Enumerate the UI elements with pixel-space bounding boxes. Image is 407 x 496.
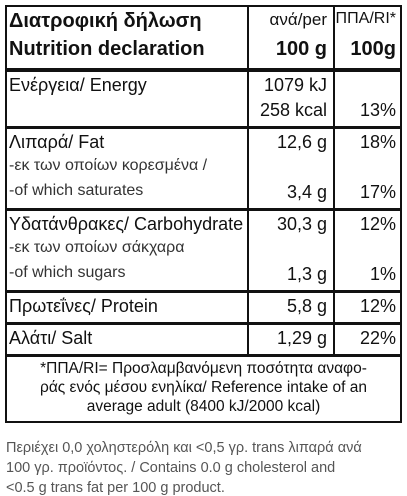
nutrient-label: Πρωτεΐνες/ Protein <box>9 296 158 316</box>
footnote: *ΠΠΑ/RI= Προσλαμβανόμενη ποσότητα αναφο- <box>40 360 367 377</box>
column-line <box>247 72 249 126</box>
title-en: Nutrition declaration <box>9 38 205 60</box>
frame <box>5 5 402 7</box>
nutrient-label: Αλάτι/ Salt <box>9 328 93 348</box>
separator <box>5 68 402 72</box>
frame <box>5 421 402 423</box>
frame <box>5 5 7 423</box>
nutrient-label: Ενέργεια/ Energy <box>9 75 147 95</box>
column-line <box>333 293 335 322</box>
amount: 1,29 g <box>276 328 327 348</box>
amount: 1,3 g <box>286 264 327 284</box>
amount: 5,8 g <box>286 296 327 316</box>
ri-percent: 12% <box>359 214 396 234</box>
column-line <box>333 129 335 208</box>
column-line <box>247 5 249 68</box>
column-line <box>247 129 249 208</box>
column-line <box>333 5 335 68</box>
nutrient-label: Λιπαρά/ Fat <box>9 132 105 152</box>
ri-percent: 17% <box>359 182 396 202</box>
amount: 3,4 g <box>286 182 327 202</box>
sub-label: -εκ των οποίων σάκχαρα <box>9 239 185 256</box>
frame <box>400 5 402 423</box>
per-label: ανά/per <box>269 10 327 29</box>
ri-percent: 1% <box>369 264 396 284</box>
separator <box>5 126 402 129</box>
sub-label: -of which saturates <box>9 182 144 199</box>
ri-percent: 12% <box>359 296 396 316</box>
footnote: ράς ενός μέσου ενηλίκα/ Reference intake… <box>40 379 367 396</box>
ri-percent: 18% <box>359 132 396 152</box>
title-el: Διατροφική δήλωση <box>9 10 202 32</box>
column-line <box>333 325 335 354</box>
note: <0.5 g trans fat per 100 g product. <box>6 480 225 496</box>
ri-label: ΠΠΑ/RI* <box>335 10 396 27</box>
separator <box>5 322 402 325</box>
amount: 1079 kJ <box>263 75 327 95</box>
column-line <box>333 72 335 126</box>
column-line <box>247 211 249 290</box>
ri-percent: 22% <box>359 328 396 348</box>
note: Περιέχει 0,0 χοληστερόλη και <0,5 γρ. tr… <box>6 440 362 456</box>
amount: 258 kcal <box>259 100 327 120</box>
sub-label: -of which sugars <box>9 264 126 281</box>
separator <box>5 290 402 293</box>
separator <box>5 208 402 211</box>
column-line <box>247 293 249 322</box>
amount: 12,6 g <box>276 132 327 152</box>
separator <box>5 354 402 357</box>
sub-label: -εκ των οποίων κορεσμένα / <box>9 157 208 174</box>
note: 100 γρ. προϊόντος. / Contains 0.0 g chol… <box>6 460 336 476</box>
column-line <box>333 211 335 290</box>
column-line <box>247 325 249 354</box>
amount: 30,3 g <box>276 214 327 234</box>
nutrient-label: Υδατάνθρακες/ Carbohydrate <box>9 214 244 234</box>
ri-unit: 100g <box>350 38 396 60</box>
per-unit: 100 g <box>275 38 327 60</box>
footnote: average adult (8400 kJ/2000 kcal) <box>86 398 321 415</box>
ri-percent: 13% <box>359 100 396 120</box>
